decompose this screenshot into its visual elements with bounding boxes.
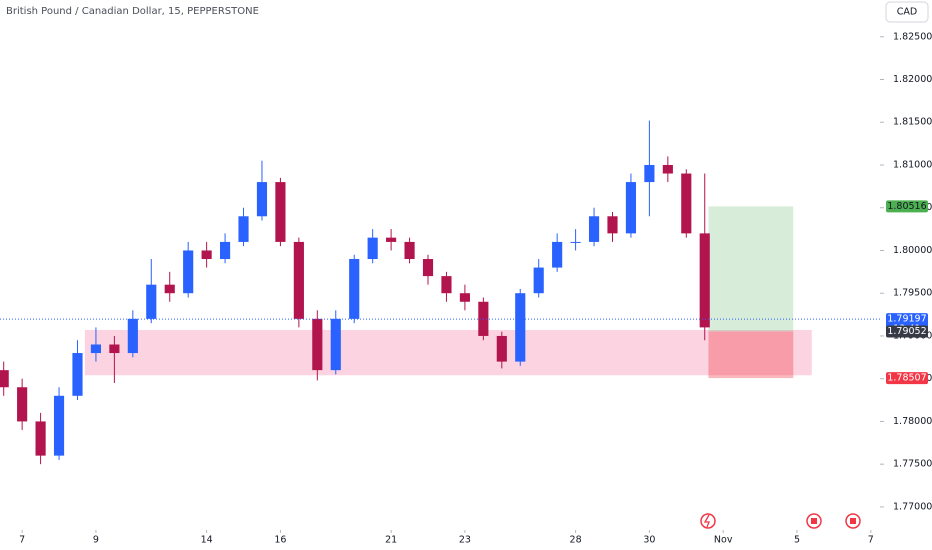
plot	[0, 120, 880, 465]
x-tick-label: 21	[385, 535, 397, 546]
candle-body	[238, 216, 249, 242]
candle-body	[17, 387, 28, 422]
candle-body	[330, 318, 341, 371]
y-tick-label: 1.77500	[893, 459, 932, 470]
candle-body	[293, 241, 304, 319]
candle-body	[90, 344, 102, 354]
candle-body	[404, 241, 415, 260]
currency-button[interactable]	[885, 1, 929, 23]
flag-icon[interactable]	[845, 513, 861, 529]
y-tick-label: 1.79500	[893, 288, 932, 299]
candle-body	[109, 344, 120, 354]
event-icon-bolt	[703, 514, 710, 528]
candle-body	[588, 216, 600, 242]
candle-body	[515, 293, 526, 362]
candle-body	[570, 241, 581, 243]
candle-body	[441, 276, 452, 294]
x-tick-label: 9	[93, 535, 99, 546]
candle-body	[164, 284, 175, 294]
candle-body	[146, 284, 157, 319]
zone	[708, 206, 794, 332]
candle-body	[459, 293, 470, 302]
flag-icon[interactable]	[806, 513, 822, 529]
price-label: 1.78507	[887, 373, 926, 384]
candle-body	[127, 318, 138, 354]
y-tick-label: 1.77000	[893, 501, 932, 512]
candle-body	[312, 318, 323, 371]
candle-body	[386, 237, 397, 242]
x-tick-label: 28	[570, 535, 582, 546]
candle-body	[72, 353, 83, 396]
x-tick-label: 14	[201, 535, 213, 546]
candle-body	[607, 216, 618, 234]
price-label: 1.79052	[887, 326, 926, 337]
price-label-box	[886, 325, 928, 338]
x-tick-label: 30	[643, 535, 655, 546]
x-tick-label: 7	[19, 535, 25, 546]
candle-body	[256, 182, 268, 217]
y-tick-label: 1.80000	[893, 245, 932, 256]
flag-icon-mark	[811, 518, 817, 524]
price-label: 1.79197	[887, 314, 926, 325]
candle-body	[644, 164, 655, 183]
candle-body	[625, 182, 637, 234]
candle-body	[275, 182, 286, 242]
y-tick-label: 1.81500	[893, 117, 932, 128]
x-tick-label: 5	[794, 535, 800, 546]
x-tick-label: 7	[868, 535, 874, 546]
x-tick-label: 23	[459, 535, 471, 546]
zone	[708, 331, 794, 379]
price-label: 1.80516	[887, 201, 926, 212]
candle-body	[349, 259, 360, 319]
y-tick-label: 1.81000	[893, 159, 932, 170]
candle-body	[367, 237, 378, 260]
candle-body	[201, 250, 212, 260]
y-tick-label: 1.82000	[893, 74, 932, 85]
x-tick-label: Nov	[714, 535, 733, 546]
candle-body	[662, 164, 673, 174]
event-icons	[700, 513, 861, 529]
y-tick-label: 1.82500	[893, 31, 932, 42]
flag-icon-mark	[850, 518, 856, 524]
price-label-box	[886, 200, 928, 213]
y-tick-label: 1.78000	[893, 416, 932, 427]
candle-body	[35, 421, 46, 456]
price-label-box	[886, 372, 928, 385]
zone	[84, 329, 812, 376]
candle-body	[422, 259, 434, 277]
candle-body	[53, 395, 65, 456]
candle-body	[699, 233, 710, 328]
currency-label[interactable]: CAD	[897, 7, 917, 18]
candle-body	[552, 241, 563, 268]
event-icon[interactable]	[700, 513, 716, 529]
candle-body	[183, 250, 194, 294]
x-tick-label: 16	[274, 535, 286, 546]
candle-body	[0, 370, 9, 388]
candle-body	[533, 267, 544, 294]
candle-body	[681, 173, 692, 234]
candle-body	[496, 335, 507, 362]
candle-body	[220, 241, 231, 260]
chart-title: British Pound / Canadian Dollar, 15, PEP…	[6, 6, 259, 17]
